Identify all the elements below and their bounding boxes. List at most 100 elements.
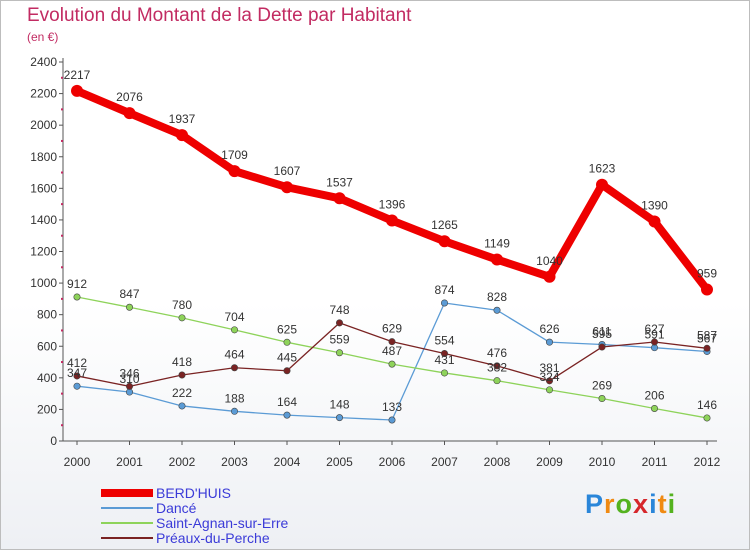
y-minor-tick <box>61 329 63 332</box>
data-label: 222 <box>172 386 192 400</box>
y-minor-tick <box>61 139 63 142</box>
data-point <box>596 178 608 191</box>
legend-swatch <box>101 536 153 539</box>
data-point <box>648 215 661 228</box>
legend-label: Dancé <box>156 499 197 516</box>
data-point <box>228 165 241 178</box>
data-label: 476 <box>487 346 507 360</box>
data-point <box>493 306 501 314</box>
data-point <box>73 293 81 301</box>
data-point <box>231 326 239 334</box>
data-label: 269 <box>592 379 612 393</box>
data-label: 567 <box>697 331 717 345</box>
data-point <box>178 371 186 379</box>
legend-label: Préaux-du-Perche <box>156 529 270 546</box>
data-point <box>440 350 448 358</box>
data-point <box>178 402 186 410</box>
y-minor-tick <box>61 392 63 395</box>
data-label: 559 <box>329 333 349 347</box>
logo-letter: i <box>667 489 677 519</box>
chart-subtitle: (en €) <box>27 30 59 44</box>
x-tick-label: 2009 <box>536 455 563 469</box>
legend-label: Saint-Agnan-sur-Erre <box>156 514 289 531</box>
data-label: 1396 <box>379 198 406 212</box>
data-point <box>281 181 293 194</box>
data-label: 627 <box>644 322 664 336</box>
y-tick-label: 600 <box>37 339 57 353</box>
data-label: 625 <box>277 322 297 336</box>
data-point <box>491 253 503 266</box>
data-label: 595 <box>592 327 612 341</box>
y-minor-tick <box>61 108 63 111</box>
data-point <box>440 369 448 377</box>
data-label: 487 <box>382 344 402 358</box>
logo-letter: P <box>585 489 605 519</box>
x-tick-label: 2008 <box>484 455 511 469</box>
data-label: 1709 <box>221 148 248 162</box>
data-point <box>178 314 186 322</box>
data-point <box>388 338 396 346</box>
data-label: 587 <box>697 328 717 342</box>
x-tick-label: 2006 <box>379 455 406 469</box>
data-label: 381 <box>539 361 559 375</box>
y-minor-tick <box>61 297 63 300</box>
data-point <box>388 360 396 368</box>
data-point <box>231 407 239 415</box>
x-tick-label: 2001 <box>116 455 143 469</box>
y-tick-label: 1600 <box>30 181 57 195</box>
y-minor-tick <box>61 361 63 364</box>
legend-item: Préaux-du-Perche <box>101 529 288 546</box>
data-point <box>176 129 188 142</box>
data-label: 1607 <box>274 164 301 178</box>
data-point <box>440 299 448 307</box>
logo-letter: t <box>657 489 668 519</box>
y-tick-label: 1800 <box>30 150 57 164</box>
x-tick-label: 2012 <box>694 455 721 469</box>
data-label: 310 <box>119 372 139 386</box>
legend-item: Dancé <box>101 499 288 516</box>
x-tick-label: 2004 <box>274 455 301 469</box>
data-point <box>126 303 134 311</box>
y-tick-label: 2200 <box>30 87 57 101</box>
data-label: 780 <box>172 298 192 312</box>
data-point <box>73 372 81 380</box>
logo-letter: x <box>633 489 650 519</box>
data-label: 828 <box>487 290 507 304</box>
y-tick-label: 1200 <box>30 245 57 259</box>
data-point <box>598 395 606 403</box>
data-label: 148 <box>329 398 349 412</box>
data-point <box>545 377 553 385</box>
y-tick-label: 1000 <box>30 276 57 290</box>
y-minor-tick <box>61 234 63 237</box>
data-label: 626 <box>539 322 559 336</box>
data-point <box>71 84 83 97</box>
data-point <box>493 377 501 385</box>
legend-swatch <box>101 488 153 497</box>
y-tick-label: 200 <box>37 402 57 416</box>
legend-item: Saint-Agnan-sur-Erre <box>101 514 289 531</box>
logo-letter: i <box>649 489 658 519</box>
data-label: 1937 <box>169 112 196 126</box>
data-label: 847 <box>119 287 139 301</box>
data-label: 1149 <box>484 237 510 251</box>
data-point <box>126 382 134 390</box>
data-label: 1040 <box>536 254 563 268</box>
y-tick-label: 2000 <box>30 118 57 132</box>
legend-swatch <box>101 521 153 524</box>
y-minor-tick <box>61 424 63 427</box>
data-point <box>543 270 556 283</box>
data-label: 464 <box>224 348 244 362</box>
data-label: 748 <box>329 303 349 317</box>
data-point <box>123 107 136 120</box>
data-label: 1623 <box>589 162 616 176</box>
data-label: 1537 <box>326 175 353 189</box>
data-point <box>703 344 711 352</box>
data-label: 2076 <box>116 90 143 104</box>
data-point <box>283 411 291 419</box>
data-point <box>231 364 239 372</box>
y-minor-tick <box>61 266 63 269</box>
y-minor-tick <box>61 203 63 206</box>
data-point <box>335 414 343 422</box>
